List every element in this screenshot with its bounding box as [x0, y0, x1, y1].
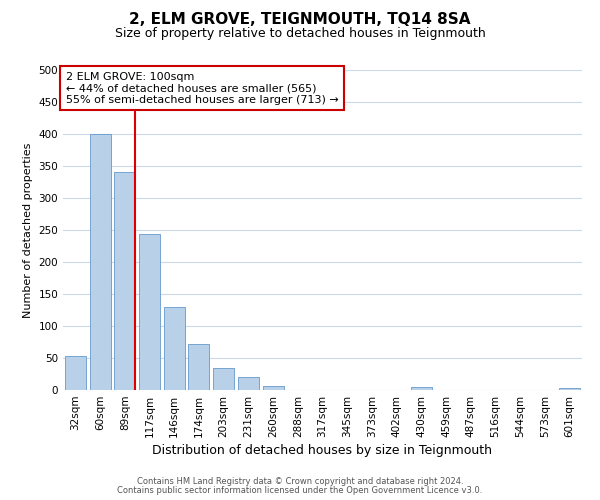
Text: Contains public sector information licensed under the Open Government Licence v3: Contains public sector information licen… [118, 486, 482, 495]
Bar [65, 356, 86, 390]
Text: 2 ELM GROVE: 100sqm
← 44% of detached houses are smaller (565)
55% of semi-detac: 2 ELM GROVE: 100sqm ← 44% of detached ho… [65, 72, 338, 105]
Bar [213, 368, 234, 390]
Bar [139, 234, 160, 390]
Text: 2, ELM GROVE, TEIGNMOUTH, TQ14 8SA: 2, ELM GROVE, TEIGNMOUTH, TQ14 8SA [129, 12, 471, 28]
Bar [89, 134, 110, 390]
Bar [411, 387, 432, 390]
X-axis label: Distribution of detached houses by size in Teignmouth: Distribution of detached houses by size … [152, 444, 493, 457]
Bar [114, 172, 135, 390]
Bar [188, 344, 209, 390]
Bar [263, 386, 284, 390]
Text: Contains HM Land Registry data © Crown copyright and database right 2024.: Contains HM Land Registry data © Crown c… [137, 477, 463, 486]
Bar [164, 307, 185, 390]
Y-axis label: Number of detached properties: Number of detached properties [23, 142, 33, 318]
Text: Size of property relative to detached houses in Teignmouth: Size of property relative to detached ho… [115, 28, 485, 40]
Bar [559, 388, 580, 390]
Bar [238, 377, 259, 390]
